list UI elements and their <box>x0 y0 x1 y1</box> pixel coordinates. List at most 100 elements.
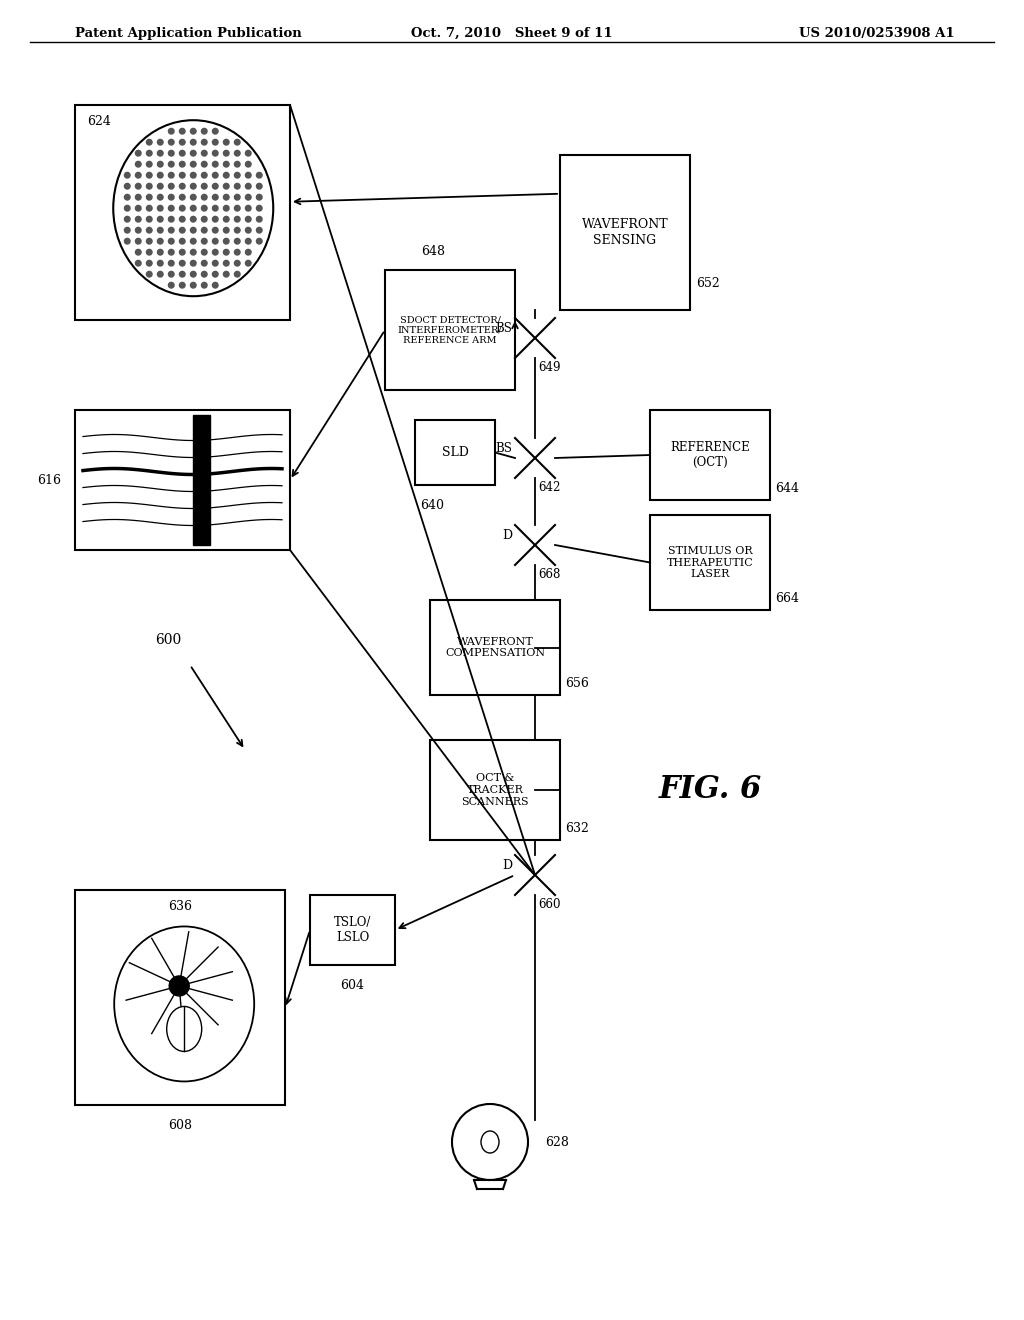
Circle shape <box>212 216 218 222</box>
Circle shape <box>234 227 240 234</box>
Text: 656: 656 <box>565 677 589 690</box>
Circle shape <box>212 260 218 267</box>
Text: 664: 664 <box>775 591 799 605</box>
Circle shape <box>169 128 174 135</box>
Circle shape <box>190 161 196 168</box>
Text: 628: 628 <box>545 1135 569 1148</box>
Circle shape <box>190 249 196 255</box>
Circle shape <box>169 206 174 211</box>
Circle shape <box>169 239 174 244</box>
Circle shape <box>212 194 218 201</box>
Circle shape <box>212 161 218 168</box>
Circle shape <box>169 216 174 222</box>
Circle shape <box>234 183 240 189</box>
Text: 640: 640 <box>420 499 444 512</box>
Text: D: D <box>502 859 512 873</box>
Circle shape <box>234 194 240 201</box>
Circle shape <box>246 216 251 222</box>
Circle shape <box>202 272 207 277</box>
Circle shape <box>234 150 240 156</box>
Circle shape <box>169 282 174 288</box>
Circle shape <box>234 239 240 244</box>
Circle shape <box>190 194 196 201</box>
Circle shape <box>125 194 130 201</box>
Circle shape <box>179 206 185 211</box>
Text: 636: 636 <box>168 900 193 913</box>
Text: 668: 668 <box>538 568 560 581</box>
Text: 649: 649 <box>538 360 560 374</box>
Circle shape <box>169 227 174 234</box>
Text: REFERENCE
(OCT): REFERENCE (OCT) <box>670 441 750 469</box>
Circle shape <box>223 227 229 234</box>
Circle shape <box>246 150 251 156</box>
Circle shape <box>212 282 218 288</box>
Circle shape <box>135 161 141 168</box>
Text: US 2010/0253908 A1: US 2010/0253908 A1 <box>800 26 955 40</box>
Circle shape <box>190 183 196 189</box>
Circle shape <box>146 249 152 255</box>
Circle shape <box>190 216 196 222</box>
Circle shape <box>169 272 174 277</box>
Bar <box>310 895 395 965</box>
Text: 616: 616 <box>37 474 61 487</box>
Circle shape <box>234 140 240 145</box>
Circle shape <box>158 206 163 211</box>
Circle shape <box>146 260 152 267</box>
Text: BS: BS <box>496 442 512 455</box>
Text: FIG. 6: FIG. 6 <box>658 775 762 805</box>
Circle shape <box>169 140 174 145</box>
Bar <box>385 271 515 389</box>
Circle shape <box>190 128 196 135</box>
Circle shape <box>223 239 229 244</box>
Circle shape <box>169 260 174 267</box>
Circle shape <box>223 260 229 267</box>
Text: 604: 604 <box>341 979 365 993</box>
Circle shape <box>202 128 207 135</box>
Circle shape <box>234 206 240 211</box>
Circle shape <box>190 150 196 156</box>
Circle shape <box>246 239 251 244</box>
Text: D: D <box>502 529 512 543</box>
Circle shape <box>223 272 229 277</box>
Circle shape <box>146 206 152 211</box>
Text: WAVEFRONT
SENSING: WAVEFRONT SENSING <box>582 219 669 247</box>
Circle shape <box>158 140 163 145</box>
Circle shape <box>223 216 229 222</box>
Bar <box>560 154 690 310</box>
Circle shape <box>135 194 141 201</box>
Circle shape <box>179 173 185 178</box>
Circle shape <box>234 161 240 168</box>
Circle shape <box>125 183 130 189</box>
Text: 632: 632 <box>565 822 589 836</box>
Circle shape <box>146 150 152 156</box>
Circle shape <box>234 216 240 222</box>
Circle shape <box>190 272 196 277</box>
Circle shape <box>190 227 196 234</box>
Circle shape <box>202 249 207 255</box>
Circle shape <box>223 183 229 189</box>
Circle shape <box>256 183 262 189</box>
Circle shape <box>146 173 152 178</box>
Circle shape <box>246 227 251 234</box>
Bar <box>650 411 770 500</box>
Circle shape <box>246 161 251 168</box>
Circle shape <box>135 183 141 189</box>
Circle shape <box>190 282 196 288</box>
Text: 644: 644 <box>775 482 799 495</box>
Circle shape <box>223 150 229 156</box>
Circle shape <box>256 173 262 178</box>
Circle shape <box>179 282 185 288</box>
Circle shape <box>179 260 185 267</box>
Circle shape <box>179 227 185 234</box>
Circle shape <box>125 173 130 178</box>
Circle shape <box>169 183 174 189</box>
Ellipse shape <box>481 1131 499 1152</box>
Bar <box>75 890 285 1105</box>
Circle shape <box>146 183 152 189</box>
Circle shape <box>212 206 218 211</box>
Circle shape <box>234 260 240 267</box>
Bar <box>650 515 770 610</box>
Circle shape <box>179 140 185 145</box>
Circle shape <box>158 239 163 244</box>
Circle shape <box>158 227 163 234</box>
